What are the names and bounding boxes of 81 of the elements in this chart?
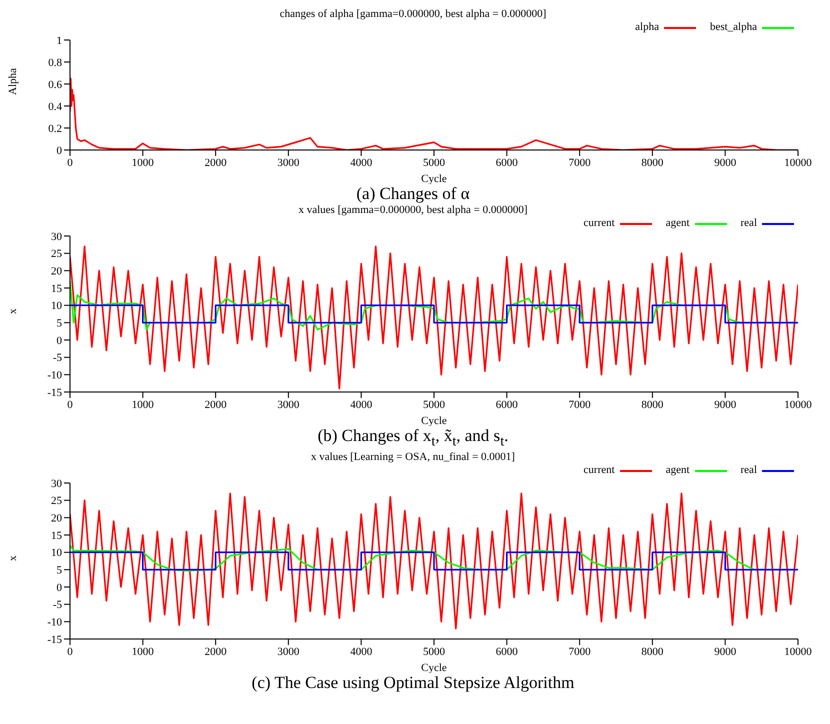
y-tick-label: 0 (56, 582, 62, 594)
y-tick-label: 10 (51, 548, 62, 560)
x-tick-label: 6000 (496, 156, 518, 169)
y-tick-label: 0.6 (48, 78, 62, 91)
y-tick-label: 20 (51, 266, 62, 278)
y-tick-label: 1 (56, 34, 62, 47)
legend-label: agent (666, 464, 690, 478)
x-tick-label: 7000 (568, 156, 592, 169)
y-tick-label: 0.8 (48, 56, 62, 69)
legend-label: alpha (635, 21, 659, 34)
legend-label: current (584, 217, 615, 230)
line-series (70, 492, 798, 630)
x-axis-title: Cycle (421, 662, 447, 674)
legend-label: real (740, 217, 757, 230)
x-tick-label: 4000 (350, 646, 373, 658)
x-tick-label: 1000 (132, 646, 154, 658)
legend-label: best_alpha (710, 21, 757, 34)
x-tick-label: 3000 (277, 646, 300, 658)
y-tick-label: 0 (56, 144, 62, 157)
x-tick-label: 10000 (784, 398, 812, 411)
legend-label: real (740, 464, 757, 478)
x-tick-label: 0 (67, 646, 74, 658)
y-tick-label: 5 (56, 564, 62, 577)
y-tick-label: -15 (47, 386, 62, 399)
x-tick-label: 2000 (204, 646, 228, 658)
y-tick-label: 10 (51, 300, 62, 312)
legend-label: current (584, 464, 615, 478)
y-tick-label: 0.2 (48, 122, 62, 135)
x-tick-label: 9000 (714, 156, 737, 169)
y-axis-title: Alpha (6, 68, 19, 95)
y-tick-label: 5 (56, 318, 62, 330)
x-tick-label: 8000 (641, 156, 664, 169)
x-axis-title: Cycle (421, 415, 447, 427)
text: (a) Changes of α (355, 184, 471, 204)
y-tick-label: 30 (51, 478, 62, 490)
x-tick-label: 4000 (350, 398, 373, 411)
x-tick-label: 5000 (423, 646, 446, 658)
x-tick-label: 8000 (641, 646, 664, 658)
x-tick-label: 3000 (277, 156, 300, 169)
x-tick-label: 5000 (423, 156, 446, 169)
x-tick-label: 0 (67, 398, 74, 411)
x-axis-title: Cycle (421, 173, 447, 185)
legend-label: agent (666, 217, 690, 230)
chart-title: x values [gamma=0.000000, best alpha = 0.000000] (297, 204, 528, 217)
x-tick-label: 10000 (784, 646, 812, 658)
x-tick-label: 9000 (714, 398, 737, 411)
y-axis-title: x (6, 308, 19, 314)
x-tick-label: 2000 (204, 156, 228, 169)
y-tick-label: -15 (47, 634, 62, 646)
y-tick-label: 25 (51, 496, 62, 508)
y-tick-label: 15 (51, 530, 62, 542)
line-series (70, 246, 798, 390)
y-tick-label: -5 (52, 600, 62, 612)
y-tick-label: 0.4 (48, 100, 62, 113)
text: (c) The Case using Optimal Stepsize Algorithm (250, 673, 576, 694)
y-tick-label: 0 (56, 334, 62, 347)
y-tick-label: -10 (47, 370, 62, 382)
x-tick-label: 1000 (132, 398, 154, 411)
x-tick-label: 3000 (277, 398, 300, 411)
y-tick-label: 25 (51, 248, 62, 260)
y-tick-label: 15 (51, 282, 62, 295)
x-tick-label: 10000 (784, 156, 812, 169)
x-tick-label: 9000 (714, 646, 737, 658)
y-tick-label: 20 (51, 512, 62, 525)
y-tick-label: -5 (52, 352, 62, 364)
y-axis-title: x (6, 555, 19, 562)
chart-title: changes of alpha [gamma=0.000000, best alpha = 0.000000] (278, 8, 548, 21)
y-tick-label: 30 (51, 230, 62, 243)
x-tick-label: 1000 (132, 156, 154, 169)
chart-title: x values [Learning = OSA, nu_final = 0.0001] (310, 451, 516, 464)
x-tick-label: 5000 (423, 398, 446, 411)
x-tick-label: 7000 (568, 398, 592, 411)
y-tick-label: -10 (47, 616, 62, 629)
x-tick-label: 0 (67, 156, 74, 169)
x-tick-label: 6000 (496, 646, 518, 658)
x-tick-label: 2000 (204, 398, 228, 411)
text: (b) Changes of x$_{t}$, x̃$_{t}$, and s$_{t}$. (316, 426, 510, 452)
x-tick-label: 8000 (641, 398, 664, 411)
x-tick-label: 7000 (568, 646, 592, 658)
x-tick-label: 6000 (496, 398, 518, 411)
x-tick-label: 4000 (350, 156, 373, 169)
